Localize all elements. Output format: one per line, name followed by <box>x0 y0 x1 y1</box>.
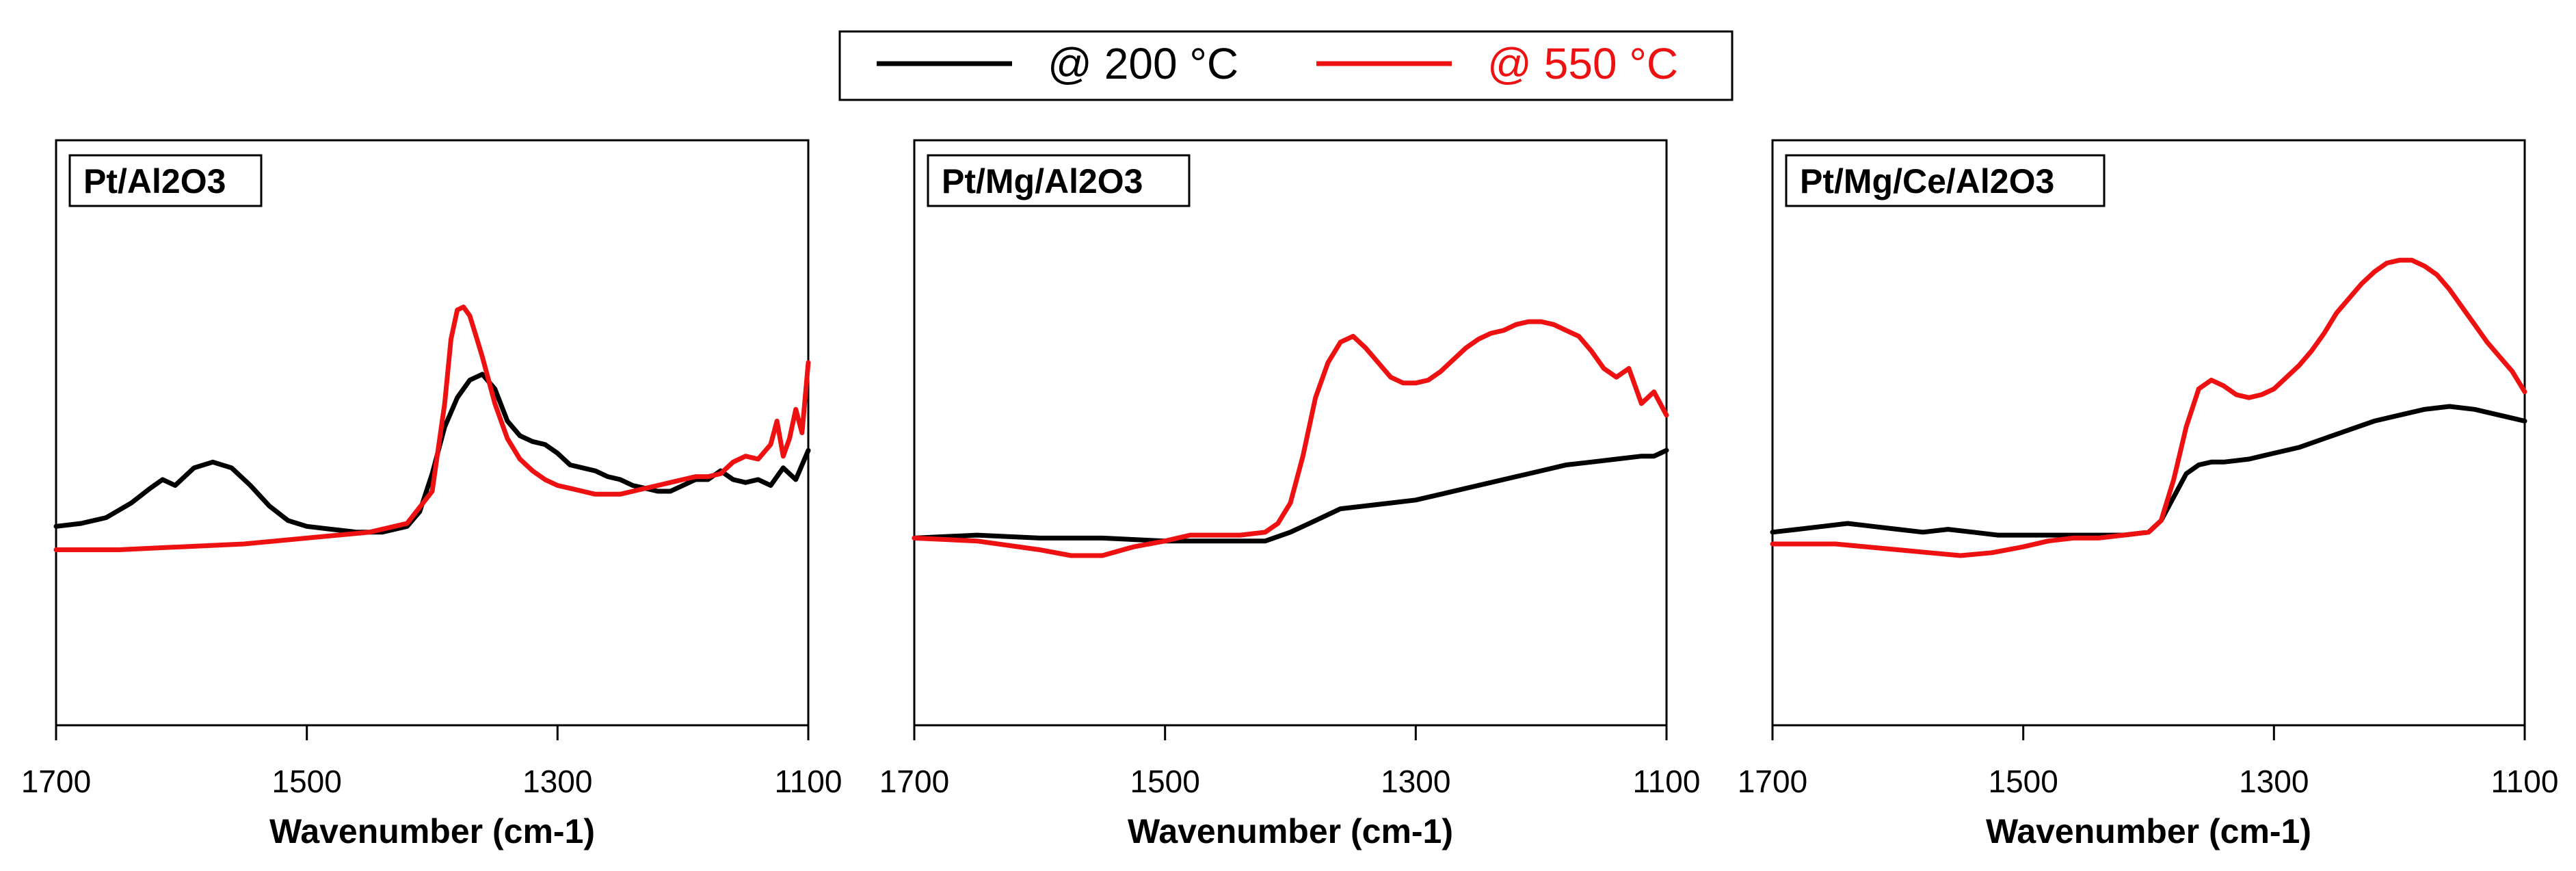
panel-label: Pt/Al2O3 <box>83 162 226 200</box>
series-group <box>912 319 1669 558</box>
panel-pt-al2o3: Pt/Al2O3 1700 1500 1300 1100 Wavenumber … <box>21 139 842 850</box>
x-tick-label-1100: 1100 <box>775 764 842 799</box>
x-tick-label-1500: 1500 <box>1130 764 1200 799</box>
legend-label-550: @ 550 °C <box>1487 39 1678 88</box>
panel-pt-mg-ce-al2o3: Pt/Mg/Ce/Al2O3 1700 1500 1300 1100 Waven… <box>1738 139 2559 850</box>
x-ticks <box>55 725 810 740</box>
x-tick-label-1700: 1700 <box>879 764 949 799</box>
x-tick-label-1100: 1100 <box>2491 764 2559 799</box>
panel-pt-mg-al2o3: Pt/Mg/Al2O3 1700 1500 1300 1100 Wavenumb… <box>879 139 1701 850</box>
legend-label-200: @ 200 °C <box>1048 39 1238 88</box>
x-tick-label-1300: 1300 <box>2239 764 2309 799</box>
series-group <box>1770 257 2527 558</box>
panel-label-box <box>68 154 263 207</box>
panel-label-box <box>927 154 1191 207</box>
x-axis-title: Wavenumber (cm-1) <box>269 812 595 850</box>
plot-frame <box>1771 139 2526 727</box>
x-axis-title: Wavenumber (cm-1) <box>1986 812 2311 850</box>
x-axis-title: Wavenumber (cm-1) <box>1128 812 1453 850</box>
x-tick-label-1100: 1100 <box>1633 764 1701 799</box>
x-tick-label-1700: 1700 <box>1738 764 1807 799</box>
panel-label-box <box>1785 154 2106 207</box>
x-tick-label-1700: 1700 <box>21 764 91 799</box>
series-line-550c <box>1770 257 2527 558</box>
series-line-200c <box>1770 404 2527 538</box>
series-group <box>53 304 811 552</box>
plot-frame <box>55 139 810 727</box>
series-line-200c <box>53 372 811 535</box>
x-tick-label-1500: 1500 <box>272 764 342 799</box>
legend: @ 200 °C @ 550 °C <box>838 30 1734 101</box>
plot-frame <box>913 139 1668 727</box>
x-ticks <box>1771 725 2526 740</box>
x-tick-label-1300: 1300 <box>522 764 592 799</box>
panel-label: Pt/Mg/Ce/Al2O3 <box>1800 162 2054 200</box>
series-line-550c <box>53 304 811 552</box>
x-tick-label-1500: 1500 <box>1989 764 2058 799</box>
x-ticks <box>913 725 1668 740</box>
x-tick-label-1300: 1300 <box>1381 764 1450 799</box>
panel-label: Pt/Mg/Al2O3 <box>942 162 1143 200</box>
series-line-550c <box>912 319 1669 558</box>
